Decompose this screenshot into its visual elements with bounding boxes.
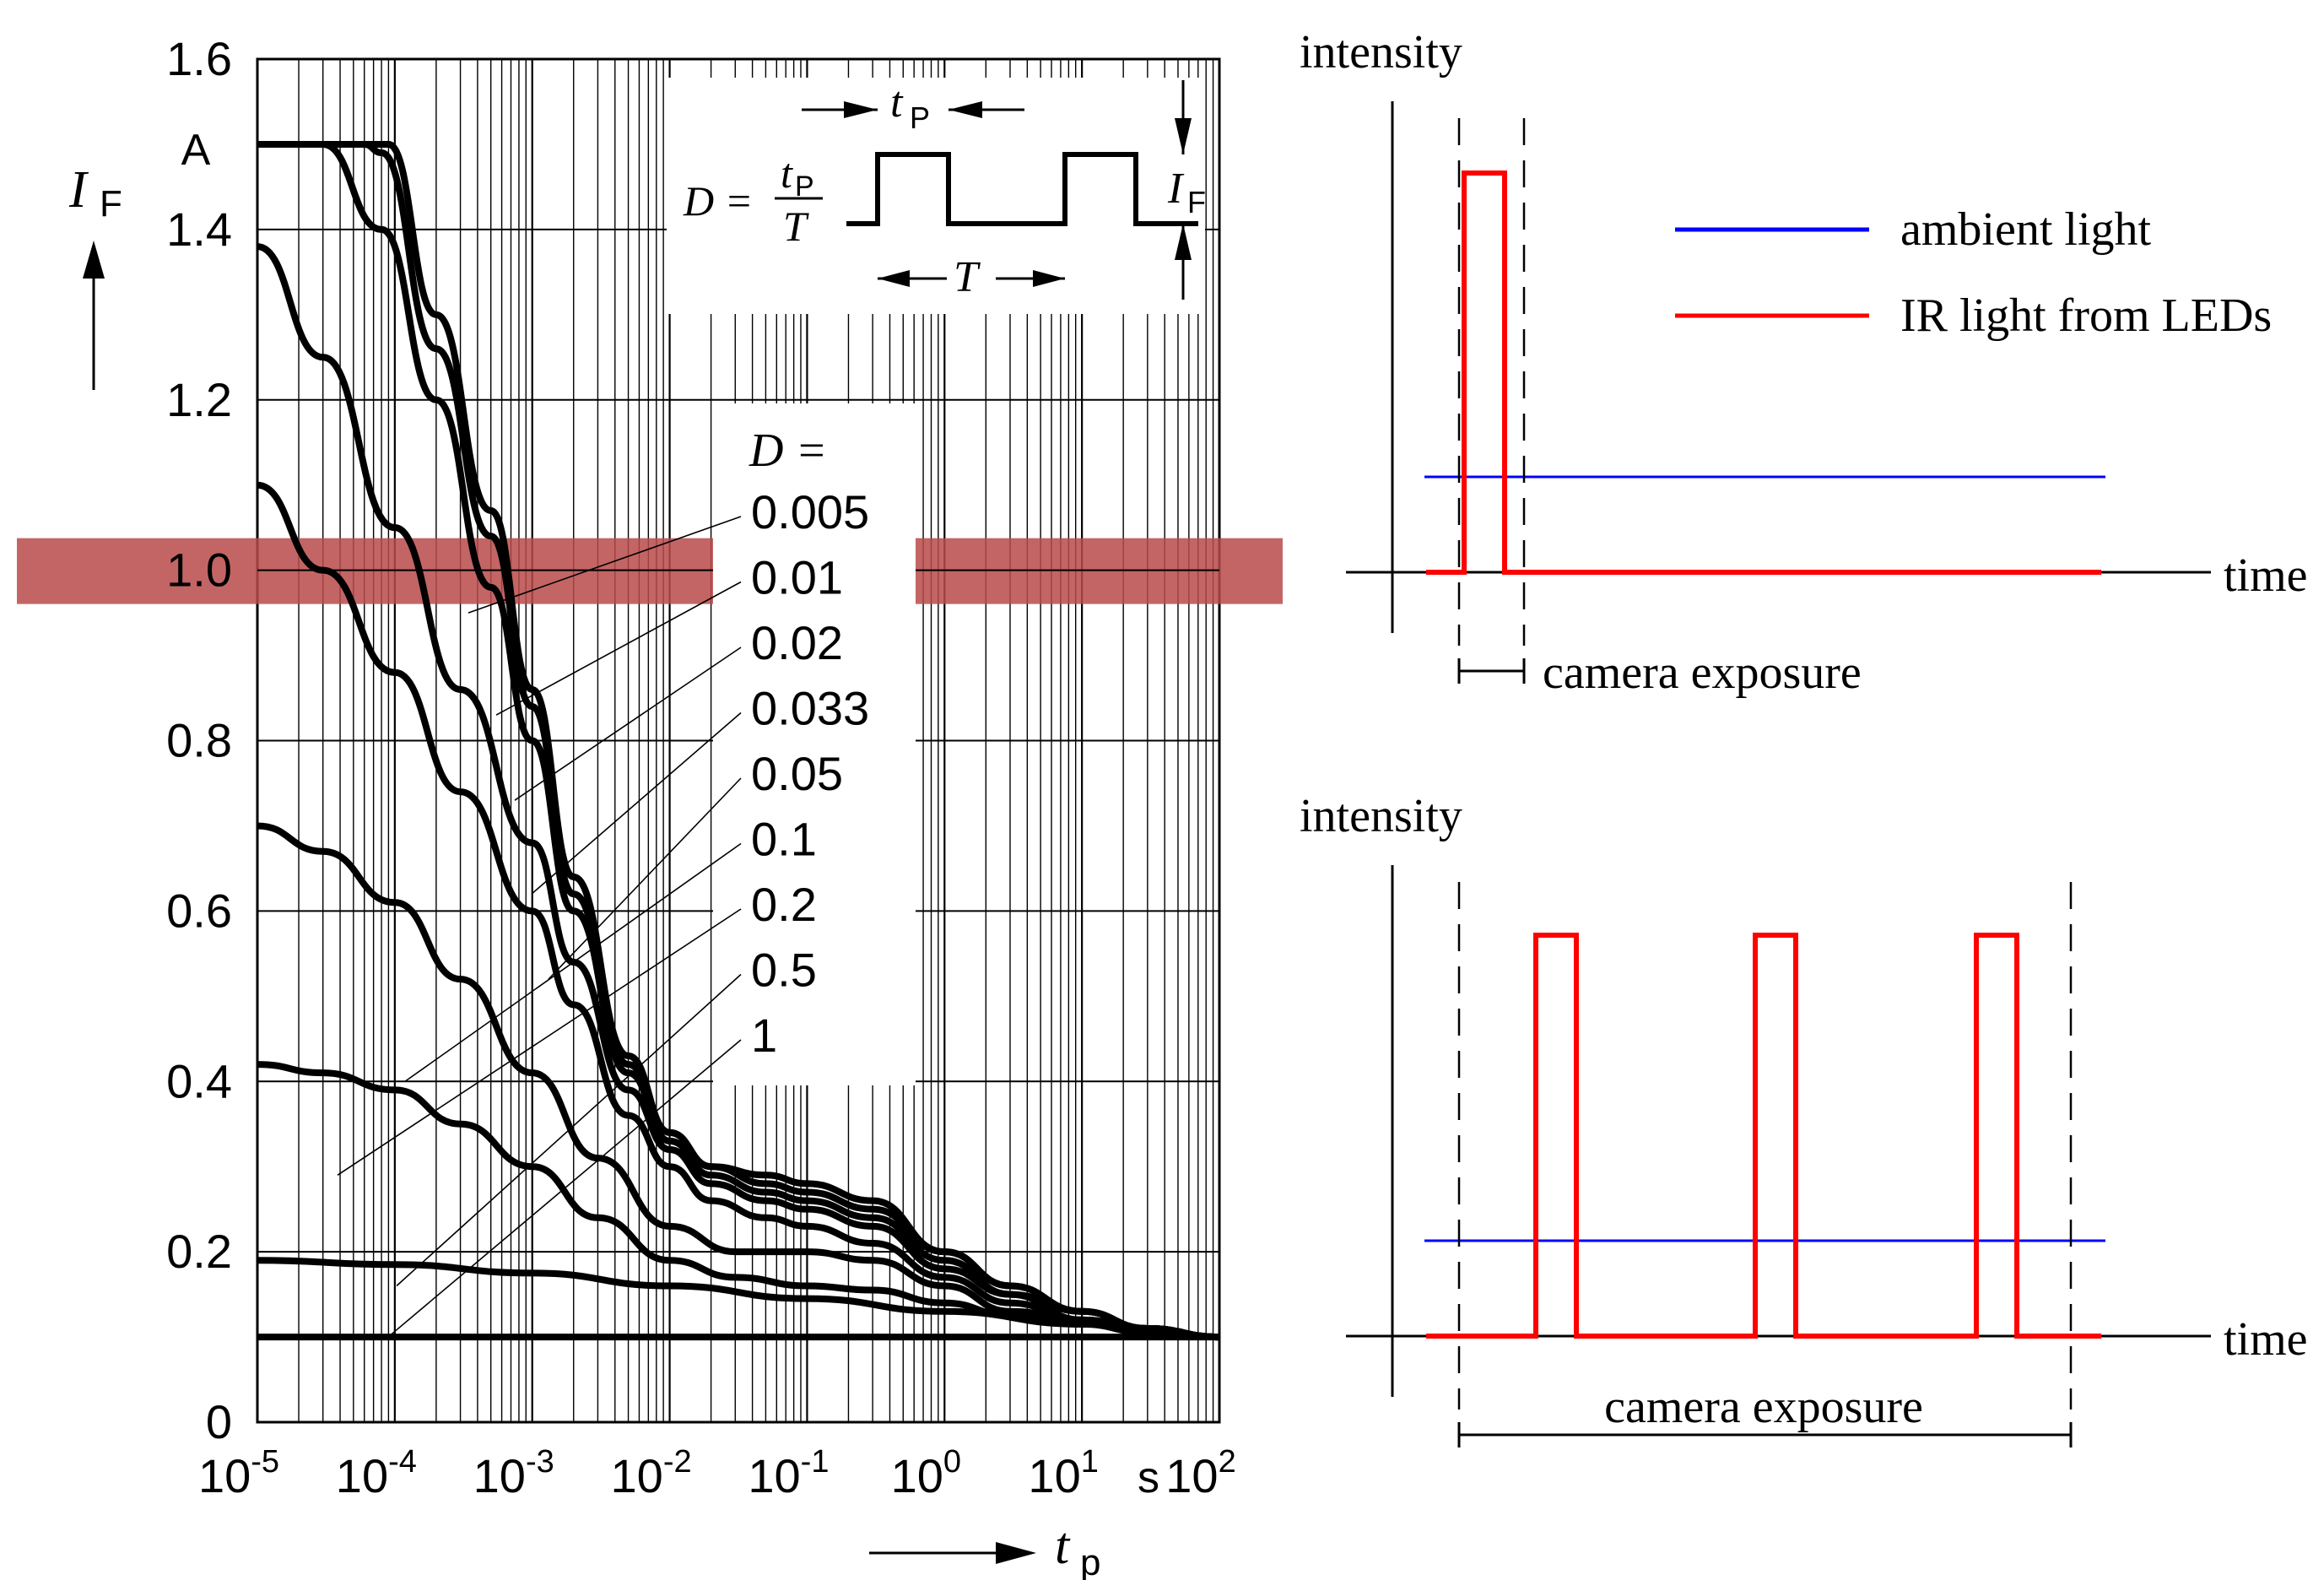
y-tick-label: 1.4 [166,203,232,256]
y-axis-label: I F [68,161,122,390]
inset-background [667,78,1205,314]
x-tick-label: 10-1 [748,1444,829,1502]
legend-box: D = 0.005 0.01 0.02 0.033 0.05 0.1 0.2 0.5 1 [713,403,916,1085]
period-label-bg [947,253,996,300]
camera-exposure-label: camera exposure [1604,1381,1923,1433]
x-unit-label: s [1138,1453,1159,1502]
legend-entry-0-01: 0.01 [751,551,843,604]
duty-cycle-inset: D = t P T t P T I F [667,78,1206,314]
ir-pulse-train [1426,933,2101,1339]
legend-leader-line [337,908,742,1176]
legend-panel [713,403,916,1085]
legend-entry-0-005: 0.005 [751,485,869,538]
if-label: I [1167,165,1185,213]
if-label-sub: F [1187,185,1206,219]
x-tick-label: 101 [1028,1444,1098,1502]
x-tick-label: 100 [891,1444,961,1502]
period-label: T [954,253,981,301]
intensity-label: intensity [1300,790,1462,842]
legend-entry-1: 1 [751,1009,777,1062]
time-label: time [2224,549,2308,602]
y-axis-label-main: I [68,161,89,219]
y-tick-label: 0.2 [166,1225,232,1278]
curve-d-0-1 [257,822,1220,1341]
tp-arrowhead-left [844,101,878,118]
formula-numerator-sub: P [795,170,814,203]
legend-entry-0-2: 0.2 [751,878,817,931]
legend-entry-0-033: 0.033 [751,682,869,735]
tp-label-sub: P [910,100,930,135]
curve-d-0-5 [257,1257,1220,1341]
y-tick-label: 1.2 [166,373,232,426]
formula-denominator: T [783,203,809,250]
left-chart-curves [257,140,1220,1341]
x-tick-label: 102 [1165,1444,1235,1502]
period-arrowhead-left [878,270,910,287]
legend-entry-0-05: 0.05 [751,747,843,800]
x-tick-label: 10-4 [336,1444,417,1502]
y-tick-label: 0.6 [166,884,232,937]
right-bottom-panel: intensity time camera exposure [1300,790,2308,1447]
intensity-label: intensity [1300,26,1462,78]
y-tick-label: 0.8 [166,714,232,767]
legend-entry-0-5: 0.5 [751,944,817,997]
legend-label-ir: IR light from LEDs [1900,289,2272,342]
if-arrowhead-bottom [1175,224,1192,260]
tp-arrowhead-right [949,101,982,118]
if-arrowhead-top [1175,118,1192,154]
x-axis-label: t p [869,1518,1100,1580]
right-legend: ambient light IR light from LEDs [1675,203,2272,342]
x-tick-label: 10-5 [198,1444,279,1502]
camera-exposure-label: camera exposure [1543,647,1862,699]
tp-label: t [890,78,904,127]
legend-leader-line [548,777,742,980]
time-label: time [2224,1313,2308,1366]
formula-numerator: t [781,149,793,197]
y-tick-label: 0.4 [166,1054,232,1107]
curve-d-0-01 [257,140,1220,1341]
y-tick-label: 1.6 [166,32,232,85]
x-axis-arrow-head [996,1542,1036,1564]
right-top-panel: intensity time camera exposure ambient ligh… [1300,26,2308,699]
formula-lhs: D = [683,177,753,225]
x-tick-label: 10-3 [473,1444,554,1502]
y-axis-arrow-head [83,241,105,279]
y-tick-label: 1.0 [166,544,232,597]
plot-frame [256,57,1221,1424]
y-unit-label: A [181,126,211,175]
y-axis-label-sub: F [100,183,122,225]
ir-pulse-train [1426,170,2101,575]
curve-d-0-033 [257,243,1220,1341]
x-axis-label-main: t [1055,1518,1071,1575]
x-tick-label: 10-2 [611,1444,692,1502]
legend-entry-0-02: 0.02 [751,616,843,669]
legend-entry-0-1: 0.1 [751,813,817,866]
legend-leader-lines [337,516,742,1338]
curve-d-0-05 [257,481,1220,1341]
x-axis-label-sub: p [1080,1542,1100,1580]
left-chart-tick-labels: 0 0.2 0.4 0.6 0.8 1.0 1.2 1.4 1.6 10-5 10-4 10-3 10-… [166,32,1236,1502]
y-tick-label: 0 [206,1395,232,1448]
period-arrowhead-right [1033,270,1065,287]
legend-title: D = [749,425,827,477]
legend-label-ambient: ambient light [1900,203,2152,256]
pulse-waveform [846,152,1198,226]
